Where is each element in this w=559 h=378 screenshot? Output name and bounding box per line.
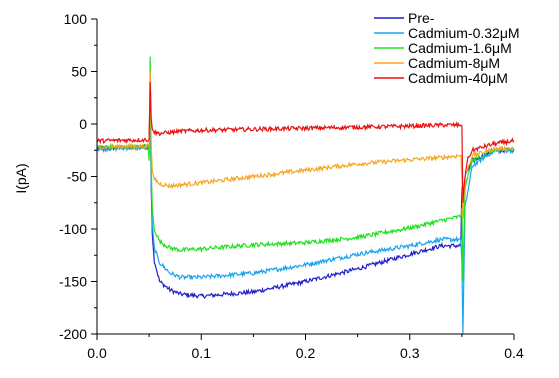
y-tick-label: 50	[71, 64, 87, 80]
series-line-5	[96, 81, 515, 203]
x-tick-label: 0.1	[192, 345, 212, 361]
legend-label: Cadmium-1.6μM	[408, 40, 512, 56]
series-line-2	[97, 81, 515, 335]
y-tick-label: -150	[59, 274, 87, 290]
y-tick-label: 100	[64, 11, 88, 27]
y-tick-label: 0	[79, 116, 87, 132]
x-tick-label: 0.0	[87, 345, 107, 361]
legend: Pre-Cadmium-0.32μMCadmium-1.6μMCadmium-8…	[374, 10, 520, 86]
plot-lines	[96, 56, 515, 335]
x-tick-label: 0.4	[504, 345, 524, 361]
legend-label: Pre-	[408, 10, 435, 26]
legend-label: Cadmium-40μM	[408, 70, 508, 86]
legend-label: Cadmium-0.32μM	[408, 25, 520, 41]
series-line-1	[96, 92, 515, 300]
series-line-4	[96, 71, 515, 219]
y-axis-label: I(pA)	[13, 163, 29, 193]
x-tick-label: 0.2	[296, 345, 316, 361]
y-axis-ticks: 100 50 0 -50 -100 -150 -200	[59, 11, 97, 342]
legend-label: Cadmium-8μM	[408, 55, 500, 71]
y-tick-label: -50	[67, 169, 87, 185]
series-line-3	[96, 56, 515, 282]
y-tick-label: -200	[59, 326, 87, 342]
x-axis-ticks: 0.0 0.1 0.2 0.3 0.4	[87, 334, 524, 361]
x-tick-label: 0.3	[400, 345, 420, 361]
y-tick-label: -100	[59, 221, 87, 237]
